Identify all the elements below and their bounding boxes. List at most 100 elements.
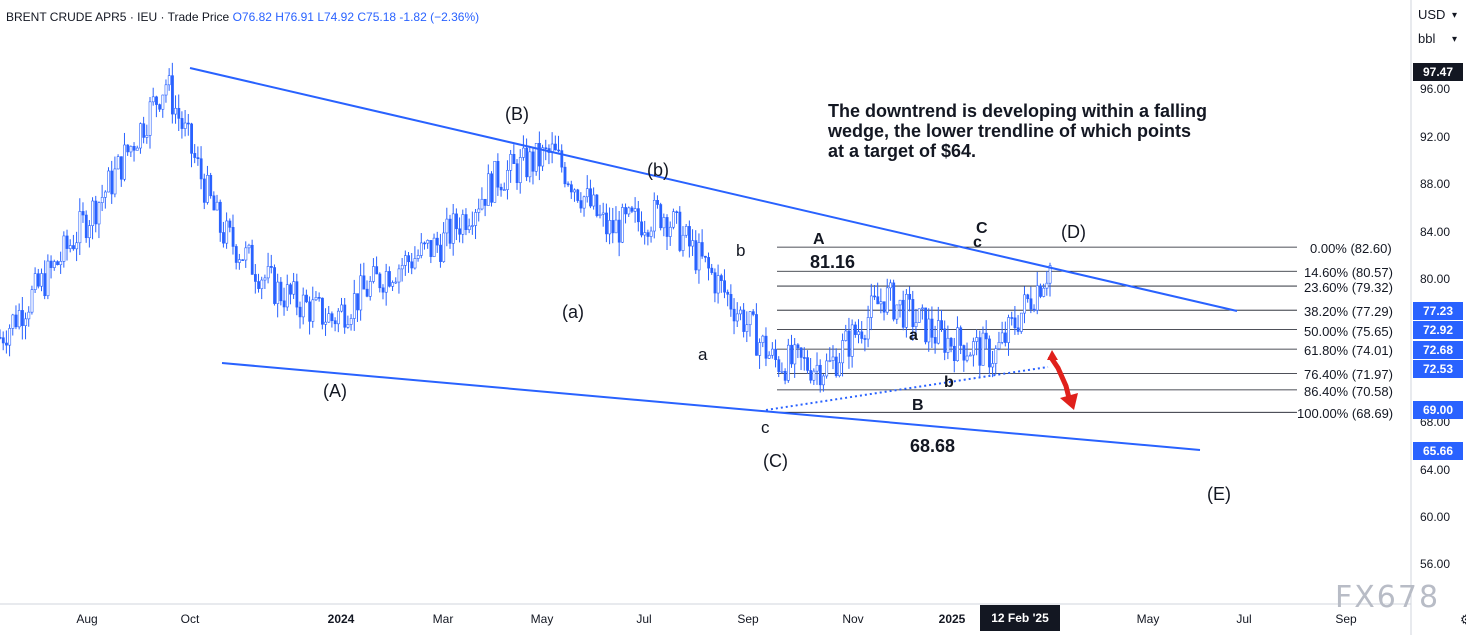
candle-body xyxy=(5,342,8,346)
candle-body xyxy=(1,337,5,344)
price-badge: 72.68 xyxy=(1413,341,1463,359)
candle-body xyxy=(499,186,503,191)
cursor-date-badge: 12 Feb '25 xyxy=(980,605,1060,631)
candle-body xyxy=(854,324,857,335)
candle-body xyxy=(921,307,924,310)
chart-header: BRENT CRUDE APR5 · IEU · Trade Price O76… xyxy=(6,10,479,24)
candle-body xyxy=(672,211,675,228)
candle-body xyxy=(694,240,698,271)
wave-label-a-paren: (a) xyxy=(562,302,584,322)
candle-body xyxy=(11,314,15,329)
candle-body xyxy=(257,281,261,289)
candle-body xyxy=(14,314,18,328)
candle-body xyxy=(231,227,235,247)
candle-body xyxy=(486,173,490,206)
candle-body xyxy=(704,255,707,258)
candle-body xyxy=(767,354,771,359)
candle-body xyxy=(710,267,714,273)
wave-label-b-minor: b xyxy=(944,374,954,391)
close-value: C75.18 xyxy=(357,10,397,24)
candle-body xyxy=(640,221,643,236)
time-tick: May xyxy=(530,612,554,626)
wave-label-D: (D) xyxy=(1061,222,1086,242)
candle-body xyxy=(432,237,436,257)
candle-body xyxy=(509,153,513,171)
candle-body xyxy=(72,245,75,250)
candle-body xyxy=(183,122,187,129)
candle-body xyxy=(636,208,640,223)
candle-body xyxy=(936,320,940,344)
candle-body xyxy=(751,311,755,315)
unit-selector[interactable]: bbl xyxy=(1418,31,1436,46)
candle-body xyxy=(681,234,685,251)
time-tick: May xyxy=(1136,612,1160,626)
price-type: · Trade Price xyxy=(160,10,230,24)
currency-selector[interactable]: USD xyxy=(1418,7,1446,22)
candle-body xyxy=(359,275,363,311)
candle-body xyxy=(1035,285,1039,311)
candle-body xyxy=(573,189,576,193)
chevron-down-icon[interactable]: ▾ xyxy=(1452,34,1458,45)
candle-body xyxy=(617,219,621,243)
candle-body xyxy=(608,220,612,235)
candle-body xyxy=(1039,285,1042,297)
chevron-down-icon[interactable]: ▾ xyxy=(1452,10,1458,21)
candle-body xyxy=(289,284,292,295)
candle-body xyxy=(177,107,181,119)
candle-body xyxy=(834,356,838,376)
candle-body xyxy=(285,284,289,308)
candle-body xyxy=(91,200,95,226)
candle-body xyxy=(46,260,50,297)
candle-body xyxy=(729,294,733,310)
candle-body xyxy=(758,342,762,356)
candle-body xyxy=(97,202,101,225)
candle-body xyxy=(605,212,608,235)
time-tick: 2024 xyxy=(327,612,355,626)
candle-body xyxy=(119,156,123,180)
time-tick: 2025 xyxy=(938,612,966,626)
candle-body xyxy=(873,295,876,298)
candle-body xyxy=(308,301,312,322)
candle-body xyxy=(490,173,493,203)
wave-label-B: (B) xyxy=(505,104,529,124)
candle-body xyxy=(847,330,851,357)
candle-body xyxy=(544,147,548,150)
candle-body xyxy=(771,348,774,356)
candle-body xyxy=(512,153,516,164)
candle-body xyxy=(952,345,956,362)
price-tick: 56.00 xyxy=(1420,557,1451,571)
wave-label-a-minor: a xyxy=(909,327,918,344)
candle-body xyxy=(381,287,385,293)
candle-body xyxy=(327,313,331,323)
candle-body xyxy=(295,281,299,308)
low-price-label: 68.68 xyxy=(910,436,956,456)
gear-icon[interactable]: ⚙ xyxy=(1460,612,1466,627)
candle-body xyxy=(388,271,391,287)
candle-body xyxy=(796,344,800,349)
candle-body xyxy=(799,347,803,358)
candle-body xyxy=(139,123,142,149)
red-arrow xyxy=(1047,350,1078,410)
candle-body xyxy=(716,275,720,294)
wave-label-b-paren: (b) xyxy=(647,160,669,180)
candle-body xyxy=(700,242,704,257)
candle-body xyxy=(413,258,417,269)
candle-body xyxy=(391,282,395,287)
candle-body xyxy=(585,188,589,198)
analysis-note: The downtrend is developing within a fal… xyxy=(828,101,1208,161)
wave-label-b: b xyxy=(736,241,746,260)
candle-body xyxy=(554,143,557,151)
symbol-name[interactable]: BRENT CRUDE APR5 xyxy=(6,10,127,24)
candle-body xyxy=(850,324,854,357)
candle-body xyxy=(911,299,915,328)
candle-body xyxy=(582,196,586,209)
price-badge: 65.66 xyxy=(1413,442,1463,460)
candle-body xyxy=(1048,265,1052,284)
candle-body xyxy=(356,293,359,311)
candle-body xyxy=(962,345,966,361)
candle-body xyxy=(790,344,793,365)
candle-body xyxy=(496,160,500,188)
candle-body xyxy=(375,266,379,275)
candle-body xyxy=(943,328,947,353)
